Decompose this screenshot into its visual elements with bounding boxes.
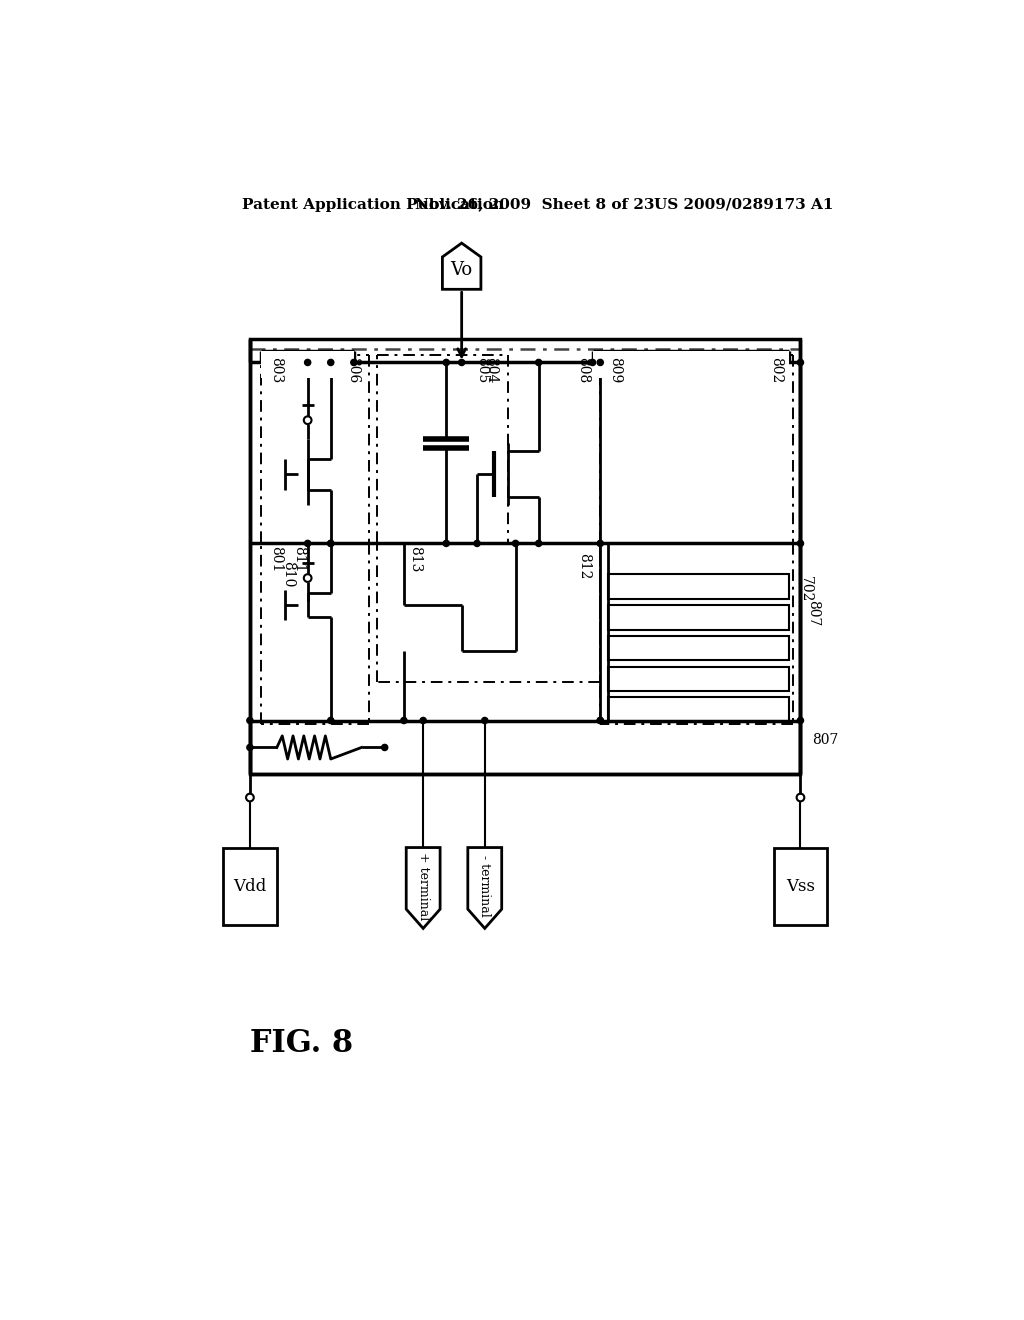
Circle shape bbox=[512, 540, 518, 546]
Circle shape bbox=[597, 718, 603, 723]
Circle shape bbox=[798, 540, 804, 546]
Polygon shape bbox=[468, 847, 502, 928]
Circle shape bbox=[304, 540, 310, 546]
Bar bbox=[608, 605, 788, 630]
Circle shape bbox=[247, 744, 253, 751]
Text: 807: 807 bbox=[812, 733, 839, 747]
Circle shape bbox=[351, 359, 357, 366]
Text: Nov. 26, 2009  Sheet 8 of 23: Nov. 26, 2009 Sheet 8 of 23 bbox=[416, 198, 655, 211]
Text: 805: 805 bbox=[475, 356, 489, 383]
Circle shape bbox=[597, 718, 603, 723]
Bar bbox=[608, 667, 788, 692]
Circle shape bbox=[443, 359, 450, 366]
Bar bbox=[223, 847, 276, 924]
Circle shape bbox=[798, 718, 804, 723]
Bar bbox=[593, 351, 788, 378]
Circle shape bbox=[400, 718, 407, 723]
Text: 802: 802 bbox=[769, 356, 783, 383]
Circle shape bbox=[328, 540, 334, 546]
Text: 812: 812 bbox=[577, 553, 591, 579]
Text: 702: 702 bbox=[799, 577, 813, 603]
Bar bbox=[608, 636, 788, 660]
Text: 809: 809 bbox=[608, 356, 622, 383]
Circle shape bbox=[328, 718, 334, 723]
Circle shape bbox=[328, 540, 334, 546]
Circle shape bbox=[481, 718, 487, 723]
Circle shape bbox=[798, 359, 804, 366]
Text: 807: 807 bbox=[807, 599, 820, 626]
Bar bbox=[608, 697, 788, 722]
Polygon shape bbox=[407, 847, 440, 928]
Text: - terminal: - terminal bbox=[478, 855, 492, 917]
Text: 801: 801 bbox=[269, 545, 284, 572]
Circle shape bbox=[590, 359, 596, 366]
Text: FIG. 8: FIG. 8 bbox=[250, 1028, 353, 1060]
Circle shape bbox=[459, 359, 465, 366]
Text: 808: 808 bbox=[577, 356, 590, 383]
Circle shape bbox=[247, 718, 253, 723]
Bar bbox=[261, 351, 354, 378]
Circle shape bbox=[328, 359, 334, 366]
Circle shape bbox=[536, 359, 542, 366]
Text: 806: 806 bbox=[346, 356, 360, 383]
Text: + terminal: + terminal bbox=[417, 851, 430, 920]
Circle shape bbox=[443, 540, 450, 546]
Circle shape bbox=[420, 718, 426, 723]
Text: 804: 804 bbox=[484, 356, 499, 383]
Text: Vdd: Vdd bbox=[233, 878, 266, 895]
Text: 803: 803 bbox=[269, 356, 284, 383]
Polygon shape bbox=[442, 243, 481, 289]
Text: 810: 810 bbox=[281, 561, 295, 587]
Bar bbox=[608, 574, 788, 599]
Text: US 2009/0289173 A1: US 2009/0289173 A1 bbox=[654, 198, 834, 211]
Circle shape bbox=[597, 359, 603, 366]
Circle shape bbox=[304, 359, 310, 366]
Text: Vss: Vss bbox=[786, 878, 815, 895]
Text: Vo: Vo bbox=[451, 261, 473, 279]
Circle shape bbox=[474, 540, 480, 546]
Text: 813: 813 bbox=[408, 545, 422, 572]
Bar bbox=[773, 847, 827, 924]
Circle shape bbox=[382, 744, 388, 751]
Text: Patent Application Publication: Patent Application Publication bbox=[243, 198, 504, 211]
Circle shape bbox=[536, 540, 542, 546]
Circle shape bbox=[597, 540, 603, 546]
Text: 811: 811 bbox=[292, 545, 306, 572]
Bar bbox=[250, 339, 801, 775]
